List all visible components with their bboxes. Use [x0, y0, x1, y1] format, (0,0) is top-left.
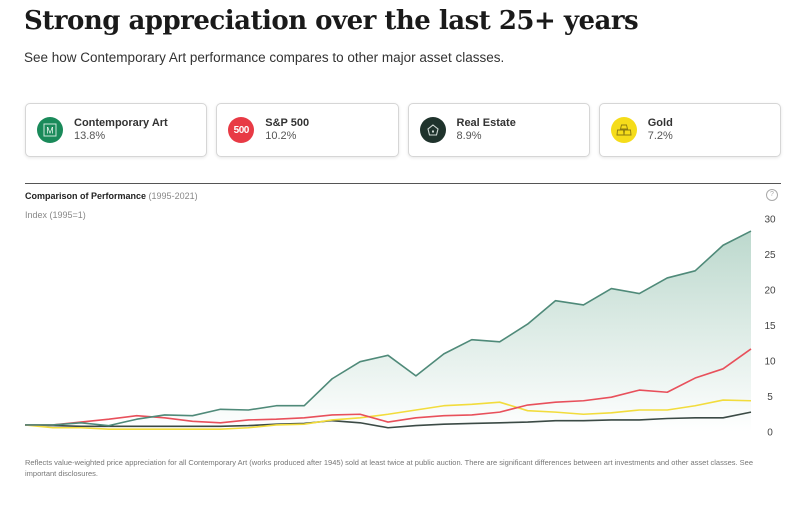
y-axis-ticks: 0 5 10 15 20 25 30: [764, 215, 776, 439]
y-tick-label: 30: [764, 215, 776, 226]
chart-title: Comparison of Performance (1995-2021): [25, 191, 198, 201]
y-tick-label: 20: [764, 286, 776, 297]
page-title: Strong appreciation over the last 25+ ye…: [24, 6, 639, 36]
card-value: 10.2%: [265, 130, 297, 142]
card-name: Gold: [647, 117, 673, 129]
card-real-estate[interactable]: Real Estate 8.9%: [407, 103, 590, 157]
card-name: Contemporary Art: [74, 117, 168, 129]
page-subtitle: See how Contemporary Art performance com…: [24, 50, 505, 65]
series-line-real-estate[interactable]: [24, 411, 752, 429]
chart-title-text: Comparison of Performance: [25, 191, 147, 201]
gold-bars-icon: [610, 117, 637, 143]
card-value: 7.2%: [647, 130, 673, 142]
help-icon[interactable]: ?: [766, 189, 778, 201]
card-contemporary-art[interactable]: M Contemporary Art 13.8%: [25, 103, 208, 157]
asset-class-cards: M Contemporary Art 13.8% 500 S&P 500 10.…: [25, 103, 781, 157]
card-value: 13.8%: [74, 130, 106, 142]
svg-text:M: M: [46, 126, 54, 136]
card-gold[interactable]: Gold 7.2%: [598, 103, 781, 157]
card-name: S&P 500: [265, 117, 310, 129]
footnote: Reflects value-weighted price appreciati…: [25, 458, 754, 478]
series-areas: [25, 231, 751, 432]
card-sp500[interactable]: 500 S&P 500 10.2%: [216, 103, 399, 157]
masterworks-m-icon: M: [37, 117, 63, 143]
y-tick-label: 25: [764, 250, 776, 261]
y-tick-label: 5: [767, 392, 773, 403]
series-lines: [24, 230, 752, 430]
series-line-gold[interactable]: [24, 399, 752, 430]
sp500-icon: 500: [228, 117, 255, 143]
y-tick-label: 15: [764, 321, 776, 332]
series-line-s-p-500[interactable]: [25, 348, 752, 426]
card-value: 8.9%: [456, 130, 482, 142]
series-line-contemporary-art[interactable]: [25, 230, 752, 427]
y-axis-label: Index (1995=1): [25, 210, 86, 220]
section-divider: [25, 183, 781, 184]
y-tick-label: 0: [767, 428, 773, 439]
house-icon: [419, 117, 446, 143]
y-tick-label: 10: [764, 357, 776, 368]
chart-date-range: (1995-2021): [148, 191, 198, 201]
series-area-contemporary-art: [25, 231, 751, 432]
card-name: Real Estate: [456, 117, 516, 129]
